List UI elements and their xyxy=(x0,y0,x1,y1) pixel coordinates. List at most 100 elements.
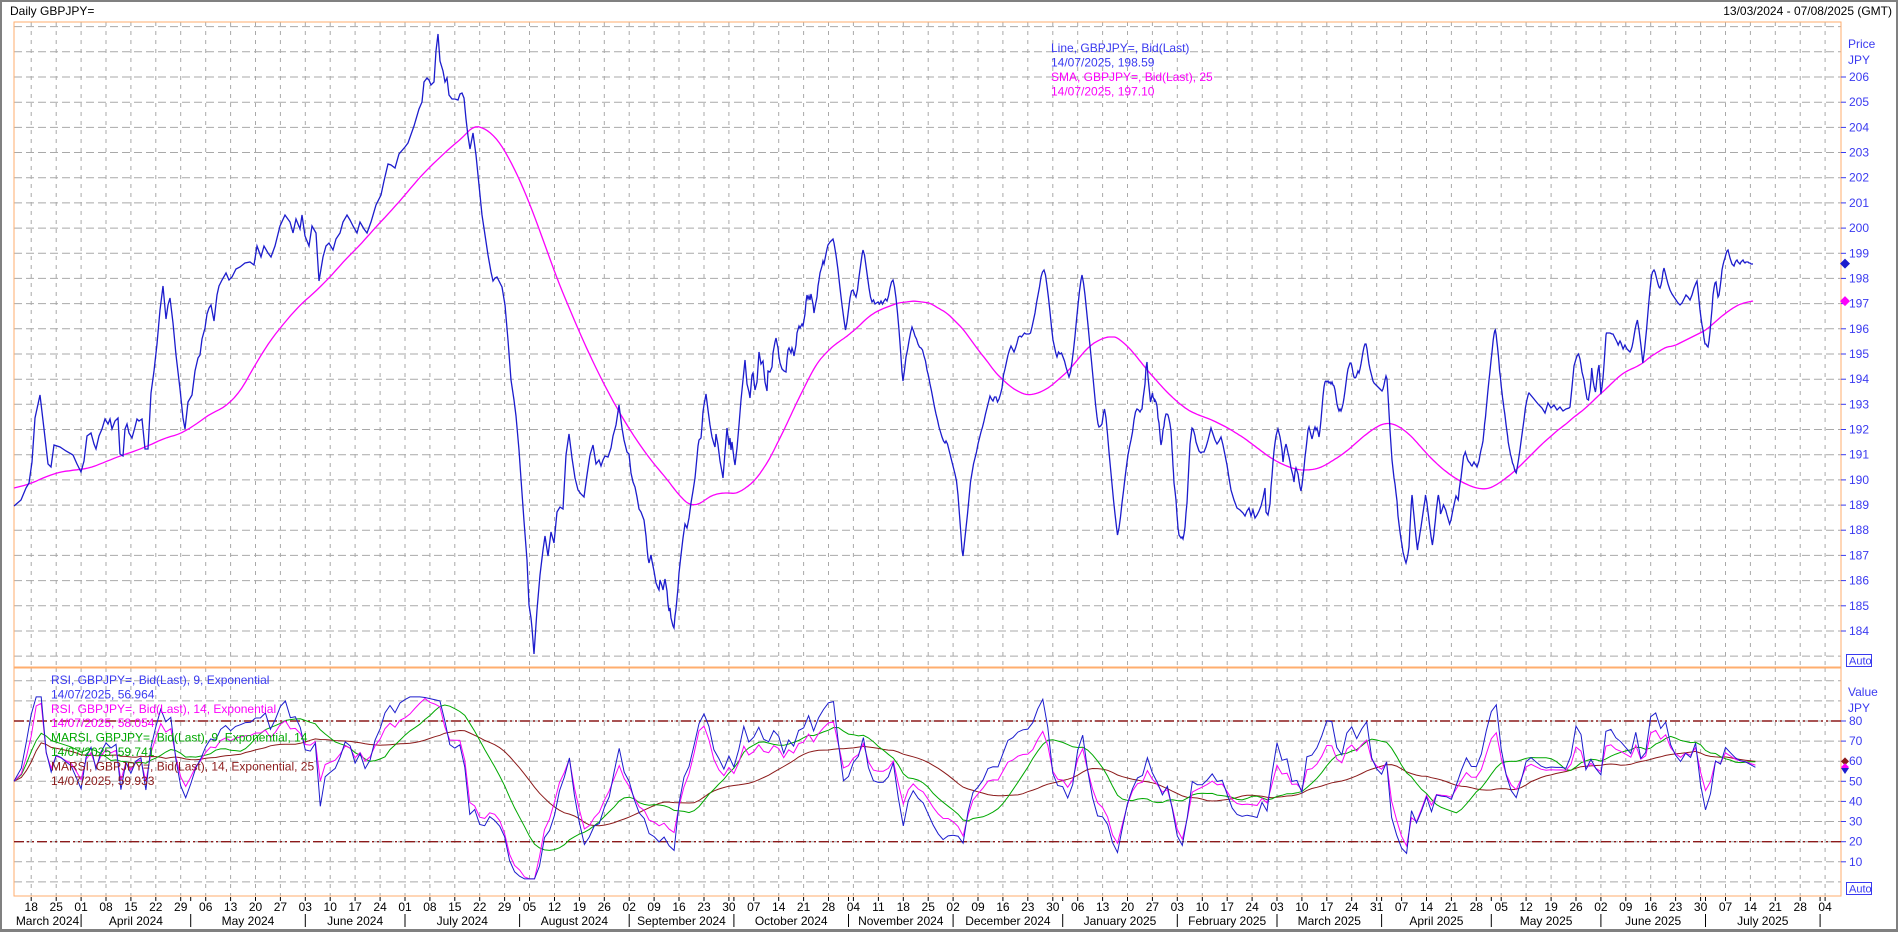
svg-text:04: 04 xyxy=(1818,900,1832,914)
svg-text:50: 50 xyxy=(1849,774,1863,788)
svg-text:186: 186 xyxy=(1849,574,1869,588)
svg-text:28: 28 xyxy=(822,900,836,914)
svg-text:Auto: Auto xyxy=(1849,656,1872,668)
svg-text:23: 23 xyxy=(697,900,711,914)
svg-text:14/07/2025, 198.59: 14/07/2025, 198.59 xyxy=(1051,56,1155,70)
svg-text:MARSI, GBPJPY=, Bid(Last), 14: MARSI, GBPJPY=, Bid(Last), 14, Exponenti… xyxy=(51,759,314,773)
svg-text:10: 10 xyxy=(1196,900,1210,914)
svg-text:October 2024: October 2024 xyxy=(755,914,828,928)
svg-text:29: 29 xyxy=(498,900,512,914)
svg-text:13/03/2024 - 07/08/2025 (GMT): 13/03/2024 - 07/08/2025 (GMT) xyxy=(1723,4,1892,18)
svg-text:70: 70 xyxy=(1849,734,1863,748)
svg-text:14: 14 xyxy=(772,900,786,914)
svg-text:08: 08 xyxy=(99,900,113,914)
svg-text:18: 18 xyxy=(25,900,39,914)
svg-text:27: 27 xyxy=(1146,900,1160,914)
svg-text:190: 190 xyxy=(1849,473,1869,487)
svg-text:August 2024: August 2024 xyxy=(541,914,609,928)
svg-text:30: 30 xyxy=(1694,900,1708,914)
svg-text:17: 17 xyxy=(1221,900,1235,914)
svg-text:14: 14 xyxy=(1420,900,1434,914)
svg-text:April 2024: April 2024 xyxy=(109,914,163,928)
svg-text:June 2024: June 2024 xyxy=(327,914,383,928)
svg-text:13: 13 xyxy=(224,900,238,914)
svg-text:22: 22 xyxy=(473,900,487,914)
svg-text:26: 26 xyxy=(1569,900,1583,914)
svg-text:Price: Price xyxy=(1848,37,1876,51)
svg-text:23: 23 xyxy=(1669,900,1683,914)
svg-text:194: 194 xyxy=(1849,372,1869,386)
svg-text:20: 20 xyxy=(1121,900,1135,914)
svg-text:14/07/2025, 58.054: 14/07/2025, 58.054 xyxy=(51,716,155,730)
svg-text:June 2025: June 2025 xyxy=(1625,914,1681,928)
svg-text:12: 12 xyxy=(1519,900,1533,914)
svg-text:28: 28 xyxy=(1794,900,1808,914)
svg-text:185: 185 xyxy=(1849,599,1869,613)
svg-text:189: 189 xyxy=(1849,498,1869,512)
svg-text:19: 19 xyxy=(1544,900,1558,914)
svg-text:21: 21 xyxy=(1769,900,1783,914)
svg-text:March 2025: March 2025 xyxy=(1298,914,1362,928)
svg-text:12: 12 xyxy=(548,900,562,914)
svg-text:05: 05 xyxy=(1495,900,1509,914)
svg-text:September 2024: September 2024 xyxy=(637,914,726,928)
svg-text:14/07/2025, 197.10: 14/07/2025, 197.10 xyxy=(1051,85,1155,99)
svg-text:Daily GBPJPY=: Daily GBPJPY= xyxy=(10,4,94,18)
svg-text:197: 197 xyxy=(1849,297,1869,311)
svg-text:JPY: JPY xyxy=(1848,53,1870,67)
svg-text:02: 02 xyxy=(1594,900,1608,914)
svg-text:16: 16 xyxy=(672,900,686,914)
svg-text:187: 187 xyxy=(1849,548,1869,562)
svg-text:206: 206 xyxy=(1849,70,1869,84)
svg-text:01: 01 xyxy=(398,900,412,914)
svg-text:11: 11 xyxy=(872,900,885,914)
svg-text:Auto: Auto xyxy=(1849,884,1872,896)
svg-text:May 2024: May 2024 xyxy=(222,914,275,928)
svg-text:205: 205 xyxy=(1849,95,1869,109)
svg-text:193: 193 xyxy=(1849,397,1869,411)
svg-text:24: 24 xyxy=(1245,900,1259,914)
svg-text:10: 10 xyxy=(1295,900,1309,914)
svg-text:13: 13 xyxy=(1096,900,1110,914)
svg-text:40: 40 xyxy=(1849,794,1863,808)
svg-text:04: 04 xyxy=(847,900,861,914)
svg-text:30: 30 xyxy=(722,900,736,914)
svg-text:14/07/2025, 59.933: 14/07/2025, 59.933 xyxy=(51,774,155,788)
svg-text:25: 25 xyxy=(50,900,64,914)
svg-text:November 2024: November 2024 xyxy=(858,914,944,928)
svg-text:202: 202 xyxy=(1849,171,1869,185)
svg-text:22: 22 xyxy=(149,900,163,914)
svg-text:14: 14 xyxy=(1744,900,1758,914)
svg-text:17: 17 xyxy=(1320,900,1334,914)
svg-text:06: 06 xyxy=(1071,900,1085,914)
svg-text:Value: Value xyxy=(1848,685,1878,699)
svg-text:60: 60 xyxy=(1849,754,1863,768)
svg-text:RSI, GBPJPY=, Bid(Last), 14,: RSI, GBPJPY=, Bid(Last), 14, Exponential xyxy=(51,702,276,716)
svg-text:24: 24 xyxy=(373,900,387,914)
svg-text:01: 01 xyxy=(74,900,88,914)
svg-text:20: 20 xyxy=(249,900,263,914)
svg-text:196: 196 xyxy=(1849,322,1869,336)
svg-text:09: 09 xyxy=(971,900,985,914)
svg-text:July 2024: July 2024 xyxy=(437,914,489,928)
svg-text:199: 199 xyxy=(1849,246,1869,260)
svg-text:195: 195 xyxy=(1849,347,1869,361)
svg-text:80: 80 xyxy=(1849,714,1863,728)
svg-text:203: 203 xyxy=(1849,146,1869,160)
svg-text:December 2024: December 2024 xyxy=(965,914,1051,928)
svg-text:17: 17 xyxy=(348,900,362,914)
svg-text:16: 16 xyxy=(1644,900,1658,914)
svg-text:02: 02 xyxy=(946,900,960,914)
svg-text:09: 09 xyxy=(1619,900,1633,914)
svg-text:24: 24 xyxy=(1345,900,1359,914)
svg-text:191: 191 xyxy=(1849,448,1869,462)
svg-text:21: 21 xyxy=(797,900,811,914)
svg-text:19: 19 xyxy=(573,900,587,914)
svg-text:28: 28 xyxy=(1470,900,1484,914)
svg-text:18: 18 xyxy=(897,900,911,914)
svg-text:Line, GBPJPY=, Bid(Last): Line, GBPJPY=, Bid(Last) xyxy=(1051,41,1189,55)
svg-text:16: 16 xyxy=(996,900,1010,914)
svg-text:30: 30 xyxy=(1046,900,1060,914)
svg-text:20: 20 xyxy=(1849,835,1863,849)
svg-text:SMA, GBPJPY=, Bid(Last), 25: SMA, GBPJPY=, Bid(Last), 25 xyxy=(1051,70,1213,84)
